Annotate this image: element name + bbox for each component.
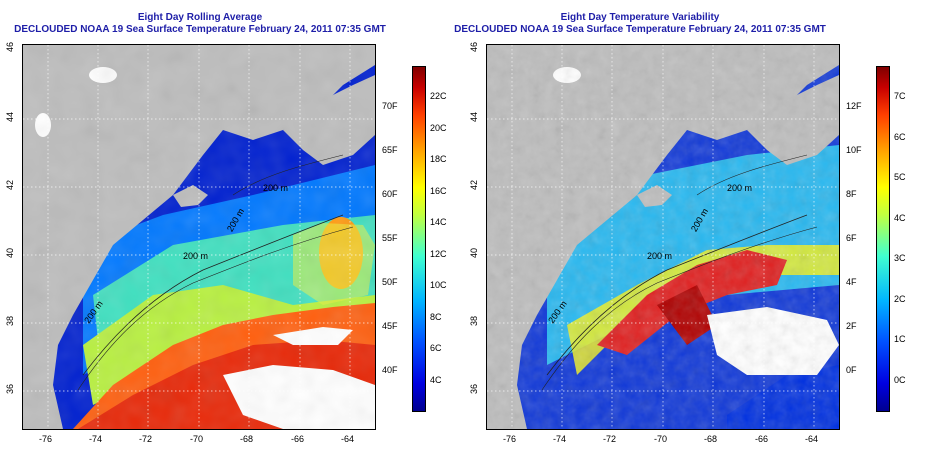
colorbar-celsius-label: 6C [894, 131, 906, 142]
bathymetry-contour-200m [82, 214, 344, 376]
colorbar-celsius-label: 16C [430, 185, 447, 196]
y-tick-label: 36 [469, 384, 479, 395]
lat-lon-grid [487, 45, 839, 429]
x-tick-label: -72 [139, 434, 153, 444]
x-tick-label: -68 [704, 434, 718, 444]
left-panel-title: Eight Day Rolling Average DECLOUDED NOAA… [0, 12, 420, 36]
colorbar-celsius-label: 4C [430, 375, 442, 385]
x-tick-label: -64 [805, 434, 819, 444]
bathymetry-contour-deep [541, 226, 818, 391]
y-tick-label: 44 [469, 112, 479, 123]
lat-lon-grid [23, 45, 375, 429]
colorbar-fahrenheit-label: 12F [846, 101, 862, 111]
colorbar-fahrenheit-label: 55F [382, 233, 398, 243]
colorbar-celsius-label: 0C [894, 375, 906, 385]
right-title-line1: Eight Day Temperature Variability [560, 12, 720, 23]
y-tick-label: 36 [5, 384, 15, 395]
bathymetry-contour-200m [546, 214, 808, 376]
x-tick-label: -64 [341, 434, 355, 444]
colorbar-celsius-label: 2C [894, 293, 906, 304]
x-tick-label: -66 [291, 434, 305, 444]
y-tick-label: 46 [469, 42, 479, 53]
y-tick-label: 44 [5, 112, 15, 123]
y-tick-label: 38 [469, 316, 479, 327]
right-title-line2: DECLOUDED NOAA 19 Sea Surface Temperatur… [454, 24, 826, 35]
colorbar-celsius-label: 14C [430, 217, 447, 228]
contour-label: 200 m [727, 183, 753, 193]
colorbar-celsius-label: 10C [430, 280, 447, 291]
colorbar-fahrenheit-label: 2F [846, 321, 857, 331]
variability-colorbar [876, 66, 890, 412]
colorbar-celsius-label: 18C [430, 154, 447, 165]
colorbar-fahrenheit-label: 4F [846, 277, 857, 287]
x-tick-label: -70 [654, 434, 668, 444]
colorbar-fahrenheit-label: 70F [382, 101, 398, 111]
y-tick-label: 42 [469, 180, 479, 191]
colorbar-celsius-label: 3C [894, 253, 906, 264]
colorbar-celsius-label: 5C [894, 172, 906, 183]
y-tick-label: 46 [5, 42, 15, 53]
y-tick-label: 40 [469, 248, 479, 259]
colorbar-fahrenheit-label: 6F [846, 233, 857, 243]
colorbar-fahrenheit-label: 60F [382, 189, 398, 199]
colorbar-fahrenheit-label: 10F [846, 145, 862, 155]
colorbar-celsius-label: 12C [430, 248, 447, 259]
sst-variability-map: 200 m 200 m 200 m 200 m [486, 44, 840, 430]
colorbar-celsius-label: 4C [894, 212, 906, 223]
x-tick-label: -76 [503, 434, 517, 444]
colorbar-celsius-label: 22C [430, 91, 447, 101]
sst-average-map: 200 m 200 m 200 m 200 m [22, 44, 376, 430]
colorbar-fahrenheit-label: 45F [382, 321, 398, 331]
colorbar-celsius-label: 6C [430, 343, 442, 354]
x-tick-label: -76 [39, 434, 53, 444]
bathymetry-contour-shelf [696, 154, 808, 196]
x-tick-label: -68 [240, 434, 254, 444]
y-tick-label: 38 [5, 316, 15, 327]
colorbar-celsius-label: 7C [894, 91, 906, 101]
x-tick-label: -74 [89, 434, 103, 444]
x-tick-label: -66 [755, 434, 769, 444]
contour-label: 200 m [183, 251, 209, 261]
x-tick-label: -72 [603, 434, 617, 444]
colorbar-fahrenheit-label: 40F [382, 365, 398, 375]
sst-colorbar [412, 66, 426, 412]
contour-label: 200 m [263, 183, 289, 193]
x-tick-label: -74 [553, 434, 567, 444]
sst-variability-map-image [487, 45, 839, 429]
colorbar-fahrenheit-label: 50F [382, 277, 398, 287]
right-panel-title: Eight Day Temperature Variability DECLOU… [420, 12, 860, 36]
x-tick-label: -70 [190, 434, 204, 444]
y-tick-label: 40 [5, 248, 15, 259]
bathymetry-contour-deep [77, 226, 354, 391]
colorbar-celsius-label: 1C [894, 334, 906, 345]
sst-average-map-image [23, 45, 375, 429]
contour-label: 200 m [647, 251, 673, 261]
y-tick-label: 42 [5, 180, 15, 191]
left-title-line2: DECLOUDED NOAA 19 Sea Surface Temperatur… [14, 24, 386, 35]
left-title-line1: Eight Day Rolling Average [137, 12, 263, 23]
colorbar-celsius-label: 20C [430, 122, 447, 133]
colorbar-celsius-label: 8C [430, 311, 442, 322]
colorbar-fahrenheit-label: 0F [846, 365, 857, 375]
colorbar-fahrenheit-label: 65F [382, 145, 398, 155]
bathymetry-contour-shelf [232, 154, 344, 196]
colorbar-fahrenheit-label: 8F [846, 189, 857, 199]
